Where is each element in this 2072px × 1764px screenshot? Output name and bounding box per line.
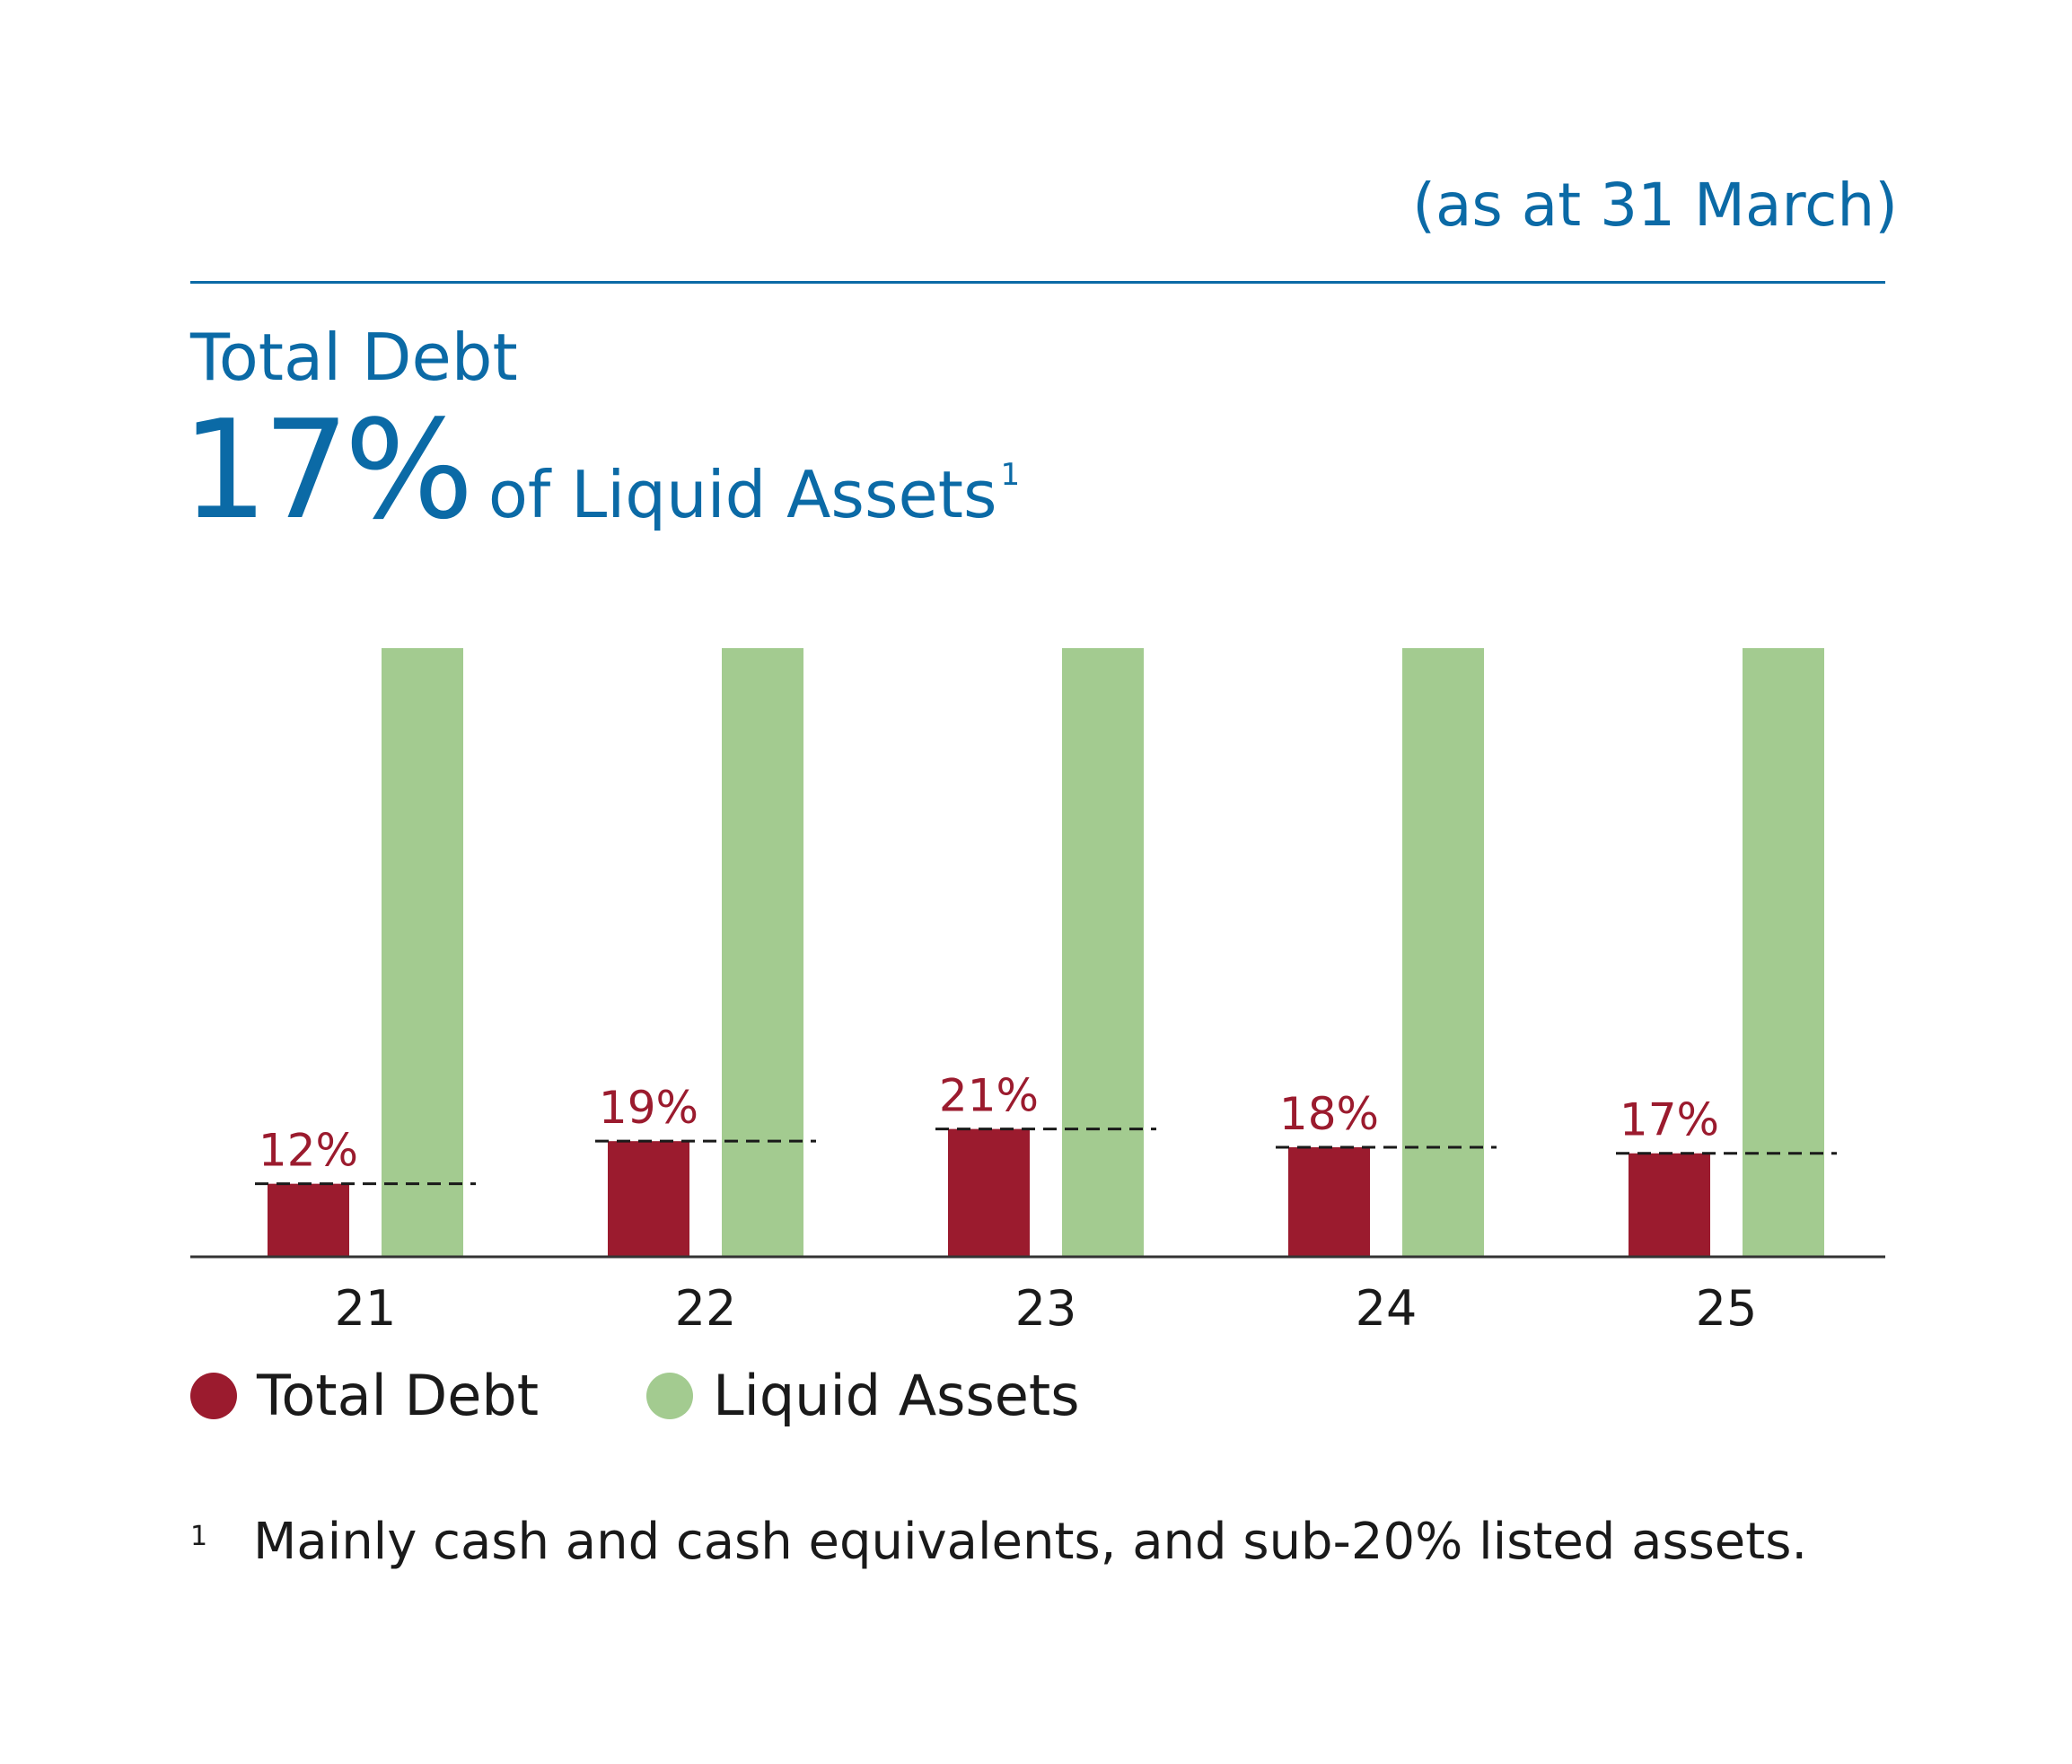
- data-label-total-debt-25: 17%: [1620, 1094, 1719, 1146]
- x-tick-label-22: 22: [675, 1280, 737, 1337]
- bar-total-debt-21: [268, 1183, 349, 1257]
- bars-layer: [268, 648, 1824, 1257]
- footnote-text: Mainly cash and cash equivalents, and su…: [253, 1513, 1808, 1571]
- bar-total-debt-24: [1288, 1146, 1370, 1257]
- data-label-total-debt-24: 18%: [1279, 1088, 1379, 1140]
- x-tick-label-25: 25: [1696, 1280, 1758, 1337]
- legend-swatch-total-debt: [190, 1373, 237, 1419]
- date-note: (as at 31 March): [1412, 171, 1898, 240]
- bar-liquid-assets-23: [1062, 648, 1144, 1257]
- headline: 17% of Liquid Assets 1: [181, 402, 1020, 539]
- legend-swatch-liquid-assets: [646, 1373, 694, 1419]
- legend: Total Debt Liquid Assets: [190, 1368, 1188, 1424]
- legend-label-liquid-assets: Liquid Assets: [713, 1363, 1080, 1428]
- data-label-total-debt-21: 12%: [259, 1125, 358, 1177]
- labels-layer: 12% 21 19% 22 21% 23 18% 24 17% 25: [255, 1070, 1837, 1337]
- legend-item-liquid-assets: Liquid Assets: [646, 1363, 1080, 1428]
- bar-liquid-assets-24: [1402, 648, 1484, 1257]
- headline-label: Total Debt: [190, 320, 518, 395]
- x-tick-label-21: 21: [335, 1280, 397, 1337]
- data-label-total-debt-23: 21%: [939, 1070, 1039, 1122]
- x-tick-label-23: 23: [1015, 1280, 1077, 1337]
- bar-liquid-assets-22: [722, 648, 803, 1257]
- footnote-mark: 1: [190, 1521, 208, 1552]
- data-label-total-debt-22: 19%: [599, 1082, 698, 1134]
- bar-total-debt-23: [948, 1128, 1030, 1257]
- bar-total-debt-22: [608, 1141, 689, 1257]
- headline-tail: of Liquid Assets: [487, 457, 997, 532]
- x-tick-label-24: 24: [1356, 1280, 1418, 1337]
- headline-footnote-mark: 1: [1000, 457, 1021, 493]
- bar-liquid-assets-25: [1743, 648, 1824, 1257]
- legend-label-total-debt: Total Debt: [257, 1363, 540, 1428]
- headline-value: 17%: [181, 391, 474, 549]
- legend-item-total-debt: Total Debt: [190, 1368, 539, 1424]
- bar-total-debt-25: [1629, 1153, 1710, 1257]
- top-rule: [190, 281, 1885, 284]
- footnote: 1 Mainly cash and cash equivalents, and …: [190, 1517, 1807, 1567]
- bar-liquid-assets-21: [382, 648, 463, 1257]
